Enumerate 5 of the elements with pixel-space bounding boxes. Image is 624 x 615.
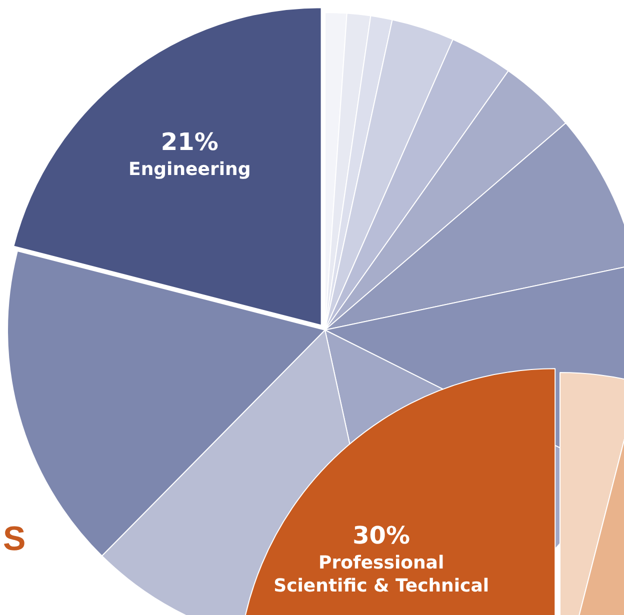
slice-label: Professional Scientific & Technical — [274, 552, 490, 596]
text: S — [3, 520, 26, 559]
data-label: 30% — [352, 521, 410, 550]
data-label: 21% — [160, 128, 218, 156]
slice-label: Engineering — [128, 159, 251, 180]
